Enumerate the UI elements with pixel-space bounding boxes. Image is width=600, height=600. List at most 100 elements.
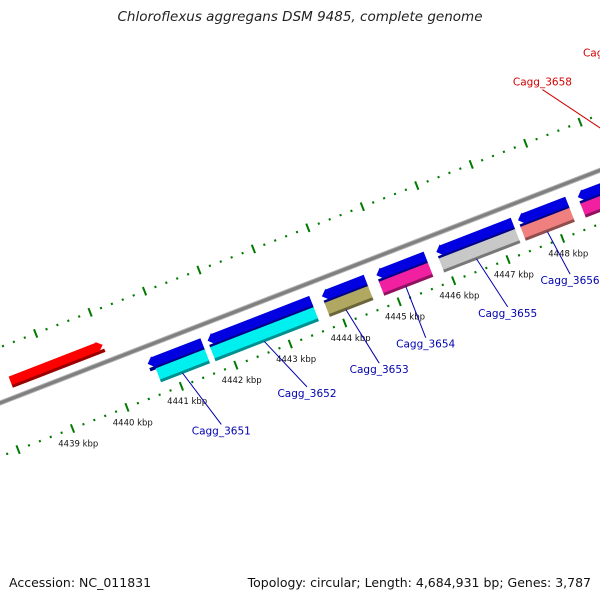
feature-bevel [383,273,434,296]
backbone-line [0,168,600,405]
outer-ruler-tick [262,243,266,247]
outer-ruler-tick [87,307,93,317]
outer-ruler-tick [154,285,157,289]
feature-bevel [214,317,319,362]
inner-ruler-tick [136,401,140,405]
feature-bevel [378,260,429,283]
gene-label: Cagg_3655 [478,308,537,320]
kbp-tick-label: 4441 kbp [167,397,207,407]
kbp-tick-label: 4447 kbp [494,271,534,281]
gene-label: Cagg_3658 [513,77,572,89]
inner-blue-feature [147,338,204,368]
inner-ruler-tick [124,402,130,412]
inner-ruler-tick [463,275,466,278]
outer-ruler-tick [459,167,462,171]
feature-bevel [579,193,600,205]
inner-ruler-tick [310,334,314,337]
outer-ruler-tick [141,286,148,296]
inner-ruler-tick [559,233,566,243]
gene-label: Cagg_3652 [277,388,336,400]
accession-text: Accession: NC_011831 [9,575,152,590]
feature-bevel [524,218,575,241]
outer-ruler-tick [328,217,331,221]
inner-color-feature [155,349,209,380]
inner-ruler-tick [485,266,488,270]
feature-bevel [209,304,314,349]
inner-color-feature [324,286,373,315]
outer-ruler-tick [33,328,39,338]
feature-bevel [11,348,106,388]
outer-ruler-tick [12,340,16,344]
feature-bevel [323,283,369,304]
gene-label-layer: Cagg_3651 Cagg_3652 Cagg_3653 Cagg_3654 Cagg… [182,47,600,437]
inner-ruler-tick [505,254,511,265]
inner-ruler-tick [5,452,9,456]
outer-ruler-tick [502,150,506,154]
kbp-tick-label: 4445 kbp [385,313,425,323]
feature-bevel [437,226,516,260]
feature-bevel [149,347,206,372]
gene-label: Cagg_3651 [192,425,251,437]
outer-ruler-tick [404,188,408,192]
kbp-tick-label: 4446 kbp [439,292,479,302]
inner-ruler-tick [332,325,336,329]
inner-ruler-tick [233,360,239,370]
outer-ruler-tick [175,277,179,280]
inner-ruler-tick [342,318,348,328]
gene-leader-line [182,372,222,425]
outer-ruler-tick [448,171,451,175]
tick-label-layer: 4439 kbp 4440 kbp 4441 kbp 4442 kbp 4443 kbp… [58,249,588,449]
outer-ruler-tick [186,272,190,276]
outer-ruler-tick [241,251,244,255]
inner-ruler-tick [550,241,553,245]
inner-ruler-tick [223,367,227,371]
outer-ruler-tick [77,315,81,318]
inner-ruler-tick [267,351,270,354]
inner-ruler-tick [517,253,521,257]
feature-bevel [443,239,521,273]
outer-ruler-tick [589,116,593,120]
inner-ruler-tick [49,435,53,439]
outer-ruler-tick [305,223,311,233]
inner-ruler-tick [386,304,390,308]
inner-ruler-tick [212,372,216,375]
inner-ruler-tick [376,308,379,312]
inner-ruler-tick [299,338,303,342]
inner-ruler-tick [15,445,21,455]
kbp-tick-label: 4439 kbp [58,439,98,449]
inner-ruler-tick [441,283,445,287]
page-title: Chloroflexus aggregans DSM 9485, complet… [117,9,483,25]
outer-ruler-tick [523,138,529,148]
outer-ruler-tick [393,192,397,196]
outer-ruler-tick [491,154,495,158]
outer-ruler-tick [426,179,429,183]
kbp-tick-label: 4443 kbp [276,355,316,365]
inner-ruler-tick [430,287,434,291]
feature-bevel [584,208,600,218]
outer-ruler-tick [359,202,365,212]
inner-ruler-tick [287,339,293,349]
outer-ruler-tick [414,181,420,191]
outer-ruler-tick [557,129,560,133]
gene-label: Cagg_3659 [583,47,600,59]
outer-ruler-tick [56,323,59,327]
inner-ruler-tick [69,423,76,434]
backbone-layer [0,167,600,406]
outer-ruler-tick [164,281,168,285]
outer-ruler-tick [273,239,277,242]
outer-ruler-tick [546,133,549,137]
outer-ruler-tick [382,196,386,200]
kbp-tick-label: 4440 kbp [113,418,153,428]
gene-leader-line [542,89,600,129]
inner-ruler-tick [245,359,249,363]
outer-ruler-tick [468,159,474,170]
inner-blue-feature [207,295,313,345]
outer-ruler-tick [295,230,299,234]
outer-ruler-tick [196,265,202,275]
inner-ruler-tick [256,355,259,359]
outer-ruler-tick [317,222,321,225]
inner-blue-feature [577,183,600,201]
inner-ruler-tick [147,397,151,401]
outer-ruler-tick [513,146,517,149]
inner-ruler-tick [583,228,586,232]
